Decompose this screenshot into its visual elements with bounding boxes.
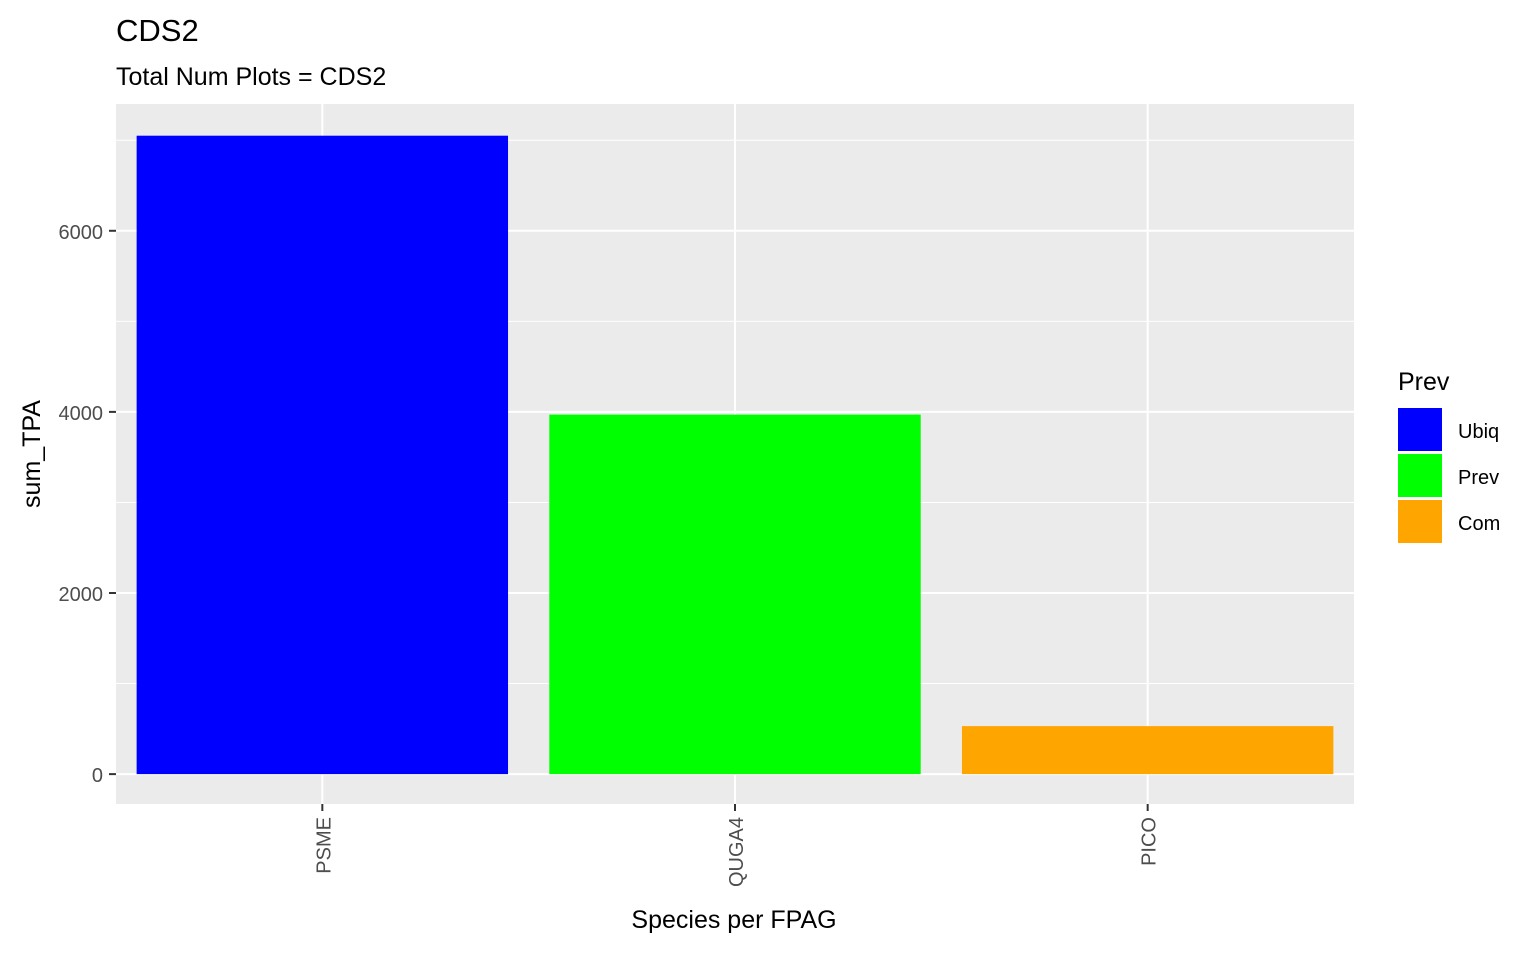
y-tick-label: 2000 [59, 584, 104, 606]
chart-title: CDS2 [116, 13, 199, 48]
bar-pico [961, 726, 1334, 775]
chart-subtitle: Total Num Plots = CDS2 [116, 63, 386, 91]
legend-key-prev [1398, 454, 1442, 497]
legend-label: Ubiq [1458, 421, 1499, 443]
legend-label: Prev [1458, 467, 1499, 489]
bars [136, 135, 1334, 775]
y-axis-label: sum_TPA [18, 400, 46, 508]
legend-key-com [1398, 500, 1442, 543]
x-axis-ticks: PSME QUGA4 PICO [313, 804, 1161, 887]
x-tick-label: QUGA4 [726, 817, 748, 887]
legend-items: Ubiq Prev Com [1398, 408, 1500, 543]
y-tick-label: 0 [92, 765, 103, 787]
legend: Prev Ubiq Prev Com [1398, 368, 1500, 543]
x-axis-label: Species per FPAG [631, 906, 836, 934]
legend-label: Com [1458, 513, 1500, 535]
bar-psme [136, 135, 509, 775]
x-tick-label: PSME [313, 817, 335, 874]
y-tick-label: 6000 [59, 222, 104, 244]
bar-quga4 [549, 414, 921, 775]
legend-title: Prev [1398, 368, 1450, 396]
y-axis-ticks: 0 2000 4000 6000 [59, 222, 116, 787]
x-tick-label: PICO [1139, 817, 1161, 866]
legend-key-ubiq [1398, 408, 1442, 451]
y-tick-label: 4000 [59, 403, 104, 425]
